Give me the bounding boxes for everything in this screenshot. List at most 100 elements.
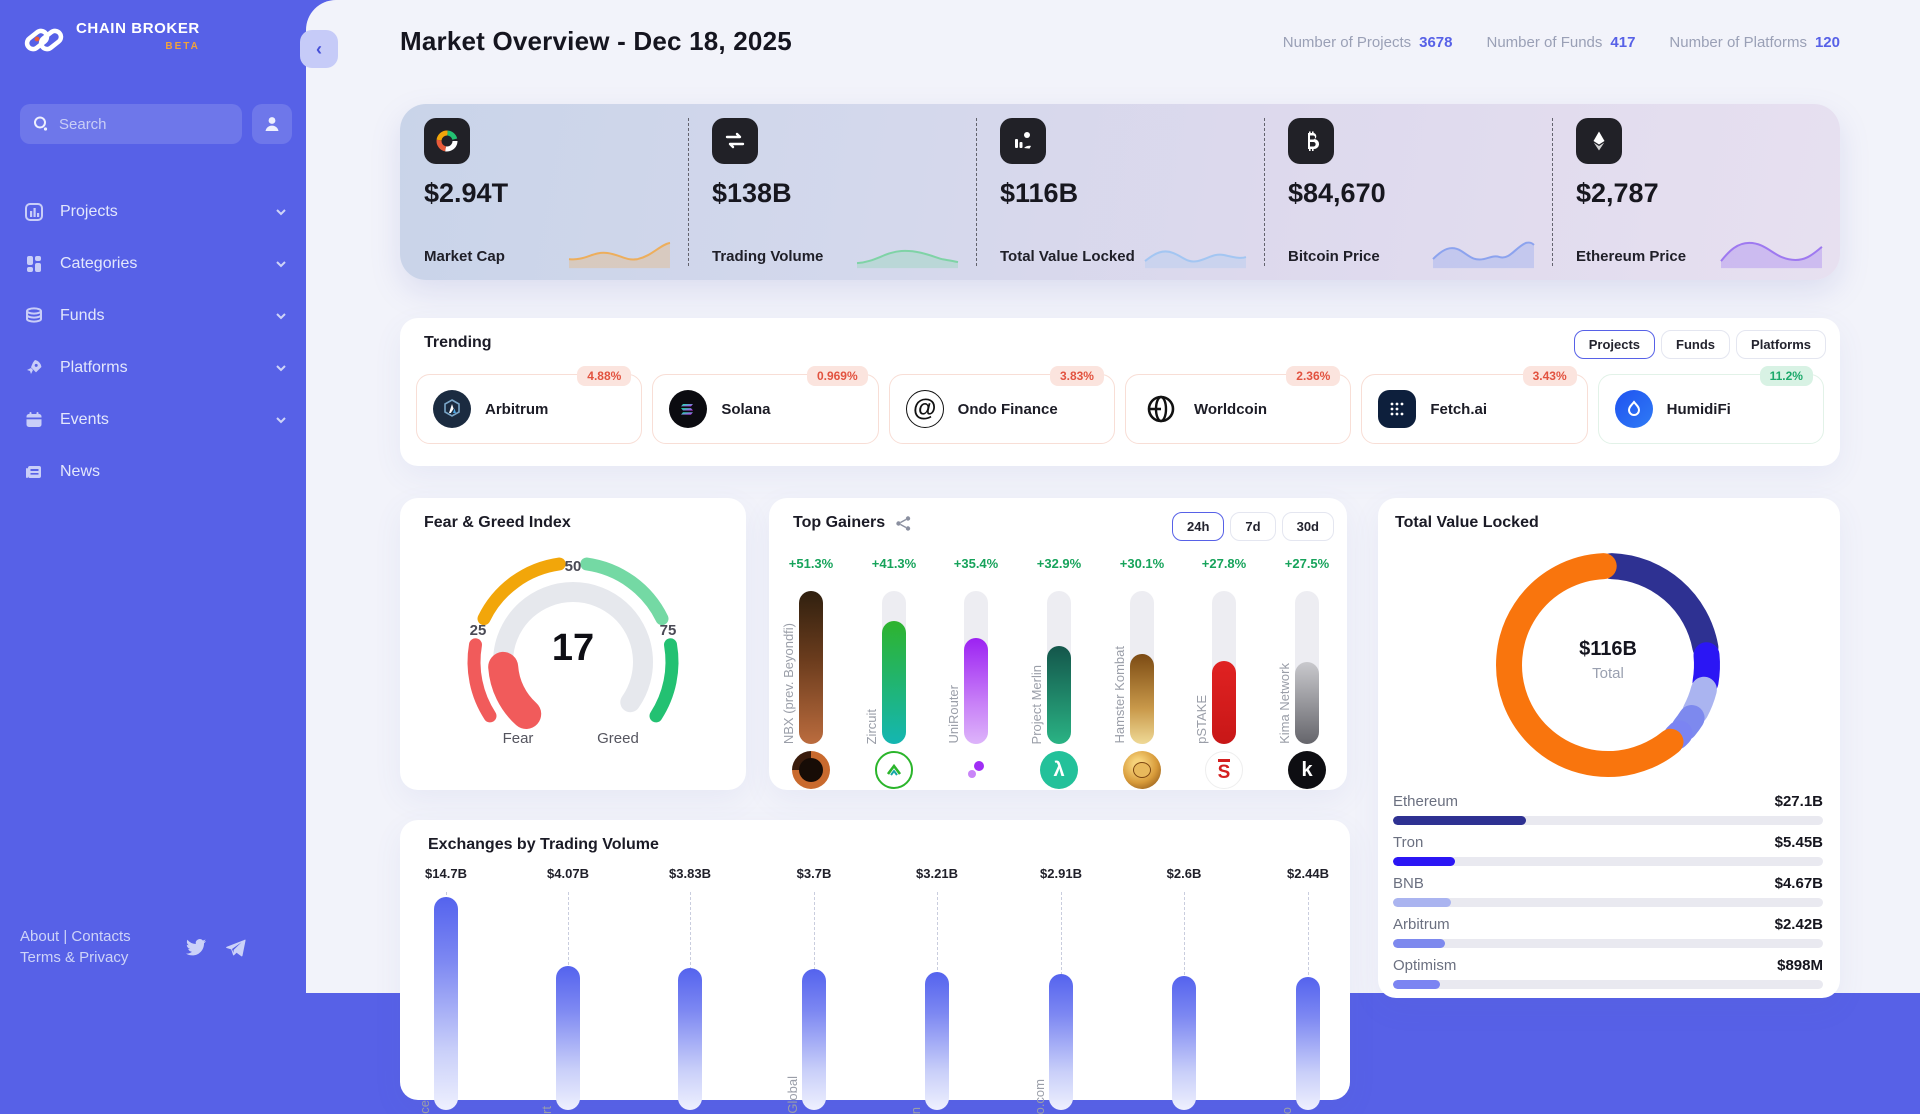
unirouter-coin-icon[interactable] bbox=[957, 751, 995, 789]
bitcoin-sparkline bbox=[1431, 234, 1536, 270]
beta-badge: BETA bbox=[165, 41, 200, 52]
trending-tabs: Projects Funds Platforms bbox=[1573, 330, 1826, 359]
gainer-project-merlin: +32.9% Project Merlin λ bbox=[1018, 556, 1100, 789]
tvl-row-arbitrum: Arbitrum $2.42B bbox=[1393, 916, 1823, 957]
stat-number-of-platforms: Number of Platforms 120 bbox=[1669, 34, 1840, 51]
gauge-tick-75: 75 bbox=[660, 622, 677, 639]
terms-privacy-link[interactable]: Terms & Privacy bbox=[20, 949, 129, 967]
telegram-icon[interactable] bbox=[224, 935, 248, 959]
trending-card-fetch-ai[interactable]: Fetch.ai 3.43% bbox=[1361, 366, 1588, 444]
trending-card-humidifi[interactable]: HumidiFi 11.2% bbox=[1597, 366, 1824, 444]
trending-card-ondo-finance[interactable]: @ Ondo Finance 3.83% bbox=[888, 366, 1115, 444]
exchange-label: ce bbox=[417, 1100, 432, 1114]
trending-card-worldcoin[interactable]: Worldcoin 2.36% bbox=[1124, 366, 1352, 444]
gainer-name: Project Merlin bbox=[1029, 664, 1044, 744]
tab-7d[interactable]: 7d bbox=[1230, 512, 1276, 541]
gainer-bar bbox=[964, 591, 988, 744]
exchange-bar bbox=[802, 969, 826, 1110]
kpi-trading-volume: $138B Trading Volume bbox=[688, 104, 976, 280]
arbitrum-logo bbox=[433, 390, 471, 428]
stat-number-of-projects: Number of Projects 3678 bbox=[1282, 34, 1453, 51]
tvl-list: Ethereum $27.1B Tron $5.45B BNB $4.67B Arbi… bbox=[1393, 793, 1823, 998]
kpi-strip: $2.94T Market Cap $138B Trading Volume $… bbox=[400, 104, 1840, 280]
market-cap-sparkline bbox=[567, 234, 672, 270]
tvl-center-label: $116B Total bbox=[1579, 638, 1637, 682]
search-input[interactable] bbox=[20, 104, 242, 144]
zircuit-coin-icon[interactable] bbox=[875, 751, 913, 789]
swap-arrows-icon bbox=[712, 118, 758, 164]
hamster-kombat-coin-icon[interactable] bbox=[1123, 751, 1161, 789]
sidebar-collapse-button[interactable]: ‹ bbox=[300, 30, 338, 68]
sidebar-item-events[interactable]: Events bbox=[0, 394, 306, 446]
about-contacts-link[interactable]: About | Contacts bbox=[20, 927, 131, 945]
gainer-pct: +41.3% bbox=[871, 556, 917, 571]
gainer-bar bbox=[882, 591, 906, 744]
tvl-row-optimism: Optimism $898M bbox=[1393, 957, 1823, 998]
trending-name: Worldcoin bbox=[1193, 400, 1268, 418]
change-badge: 0.969% bbox=[806, 366, 868, 386]
kpi-label: Trading Volume bbox=[712, 248, 824, 266]
share-icon[interactable] bbox=[895, 515, 912, 532]
exchange-value: $2.44B bbox=[1287, 866, 1329, 881]
nav-label: Projects bbox=[60, 203, 118, 220]
gainer-pstake: +27.8% pSTAKE S bbox=[1183, 556, 1265, 789]
sidebar-nav: Projects Categories Funds Platforms bbox=[0, 186, 306, 498]
tab-platforms[interactable]: Platforms bbox=[1736, 330, 1826, 359]
person-icon bbox=[262, 114, 282, 134]
nbx-coin-icon[interactable] bbox=[792, 751, 830, 789]
sidebar-item-platforms[interactable]: Platforms bbox=[0, 342, 306, 394]
project-merlin-coin-icon[interactable]: λ bbox=[1040, 751, 1078, 789]
exchange-bar bbox=[1172, 976, 1196, 1110]
fear-greed-title: Fear & Greed Index bbox=[424, 514, 571, 531]
pstake-coin-icon[interactable]: S bbox=[1205, 751, 1243, 789]
coins-icon bbox=[22, 304, 46, 328]
tvl-row-tron: Tron $5.45B bbox=[1393, 834, 1823, 875]
tab-funds[interactable]: Funds bbox=[1661, 330, 1731, 359]
profile-button[interactable] bbox=[252, 104, 292, 144]
exchanges-title: Exchanges by Trading Volume bbox=[428, 836, 659, 853]
gainer-name: Zircuit bbox=[864, 708, 879, 744]
sidebar-item-news[interactable]: News bbox=[0, 446, 306, 498]
kima-network-coin-icon[interactable]: k bbox=[1288, 751, 1326, 789]
sidebar-item-projects[interactable]: Projects bbox=[0, 186, 306, 238]
gauge-max-label: Greed bbox=[597, 730, 639, 747]
tab-30d[interactable]: 30d bbox=[1281, 512, 1334, 541]
search-field[interactable] bbox=[59, 115, 230, 133]
tab-24h[interactable]: 24h bbox=[1172, 512, 1225, 541]
top-gainers-panel: Top Gainers 24h 7d 30d +51.3% NBX (prev.… bbox=[769, 498, 1347, 790]
tab-projects[interactable]: Projects bbox=[1573, 330, 1656, 359]
gainer-bar bbox=[1047, 591, 1071, 744]
gainer-bar bbox=[1130, 591, 1154, 744]
trending-card-arbitrum[interactable]: Arbitrum 4.88% bbox=[416, 366, 643, 444]
kpi-label: Bitcoin Price bbox=[1288, 248, 1380, 266]
trending-panel: Trending Projects Funds Platforms Arbitr… bbox=[400, 318, 1840, 466]
gainer-bar bbox=[1295, 591, 1319, 744]
gainer-nbx: +51.3% NBX (prev. Beyondfi) bbox=[770, 556, 852, 789]
twitter-icon[interactable] bbox=[184, 935, 208, 959]
kpi-value: $116B bbox=[1000, 178, 1079, 208]
trending-card-solana[interactable]: Solana 0.969% bbox=[652, 366, 879, 444]
gainer-kima-network: +27.5% Kima Network k bbox=[1266, 556, 1348, 789]
bar-chart-icon bbox=[22, 200, 46, 224]
trending-name: HumidiFi bbox=[1666, 400, 1731, 418]
bitcoin-icon bbox=[1288, 118, 1334, 164]
fear-greed-gauge: 25 50 75 17 Fear Greed bbox=[467, 557, 679, 747]
change-badge: 11.2% bbox=[1759, 366, 1813, 386]
chain-links-icon bbox=[22, 20, 66, 60]
exchanges-panel: Exchanges by Trading Volume $14.7B ce $4.… bbox=[400, 820, 1350, 1114]
exchange-value: $14.7B bbox=[425, 866, 467, 881]
gauge-tick-25: 25 bbox=[470, 622, 487, 639]
gauge-min-label: Fear bbox=[503, 730, 534, 747]
nav-label: Events bbox=[60, 411, 109, 428]
exchange-bar bbox=[434, 897, 458, 1110]
sidebar-item-funds[interactable]: Funds bbox=[0, 290, 306, 342]
kpi-label: Total Value Locked bbox=[1000, 248, 1135, 266]
kpi-label: Market Cap bbox=[424, 248, 505, 266]
page-title: Market Overview - Dec 18, 2025 bbox=[400, 26, 792, 56]
sidebar-item-categories[interactable]: Categories bbox=[0, 238, 306, 290]
kpi-market-cap: $2.94T Market Cap bbox=[400, 104, 688, 280]
exchange-value: $2.91B bbox=[1040, 866, 1082, 881]
solana-logo bbox=[669, 390, 708, 428]
nav-label: Categories bbox=[60, 255, 138, 272]
tvl-row-bnb: BNB $4.67B bbox=[1393, 875, 1823, 916]
